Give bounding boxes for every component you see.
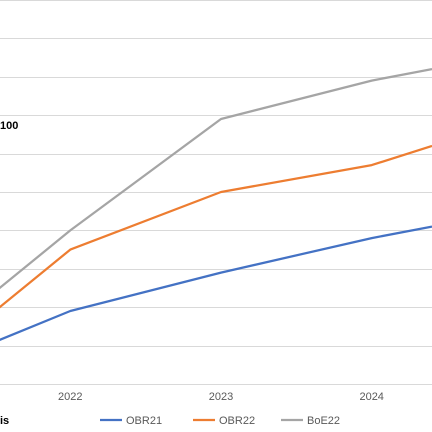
x-tick-label: 2024: [359, 391, 383, 403]
series-line-obr21: [0, 225, 432, 341]
x-axis-tick-labels: 2022 2023 2024: [58, 391, 384, 403]
x-tick-label: 2023: [209, 391, 233, 403]
left-fragment-label-lower: is: [0, 415, 9, 427]
legend-item-boe22: BoE22: [281, 415, 340, 427]
left-fragment-label-upper: 100: [0, 120, 18, 132]
series-line-boe22: [0, 67, 432, 290]
legend-item-obr21: OBR21: [100, 415, 162, 427]
legend-label: OBR22: [219, 415, 255, 427]
series-lines: [0, 67, 432, 341]
legend-item-obr22: OBR22: [193, 415, 255, 427]
gridlines: [0, 0, 432, 385]
legend-label: OBR21: [126, 415, 162, 427]
series-line-obr22: [0, 144, 432, 309]
x-tick-label: 2022: [58, 391, 82, 403]
legend-label: BoE22: [307, 415, 340, 427]
legend: OBR21 OBR22 BoE22: [100, 415, 340, 427]
